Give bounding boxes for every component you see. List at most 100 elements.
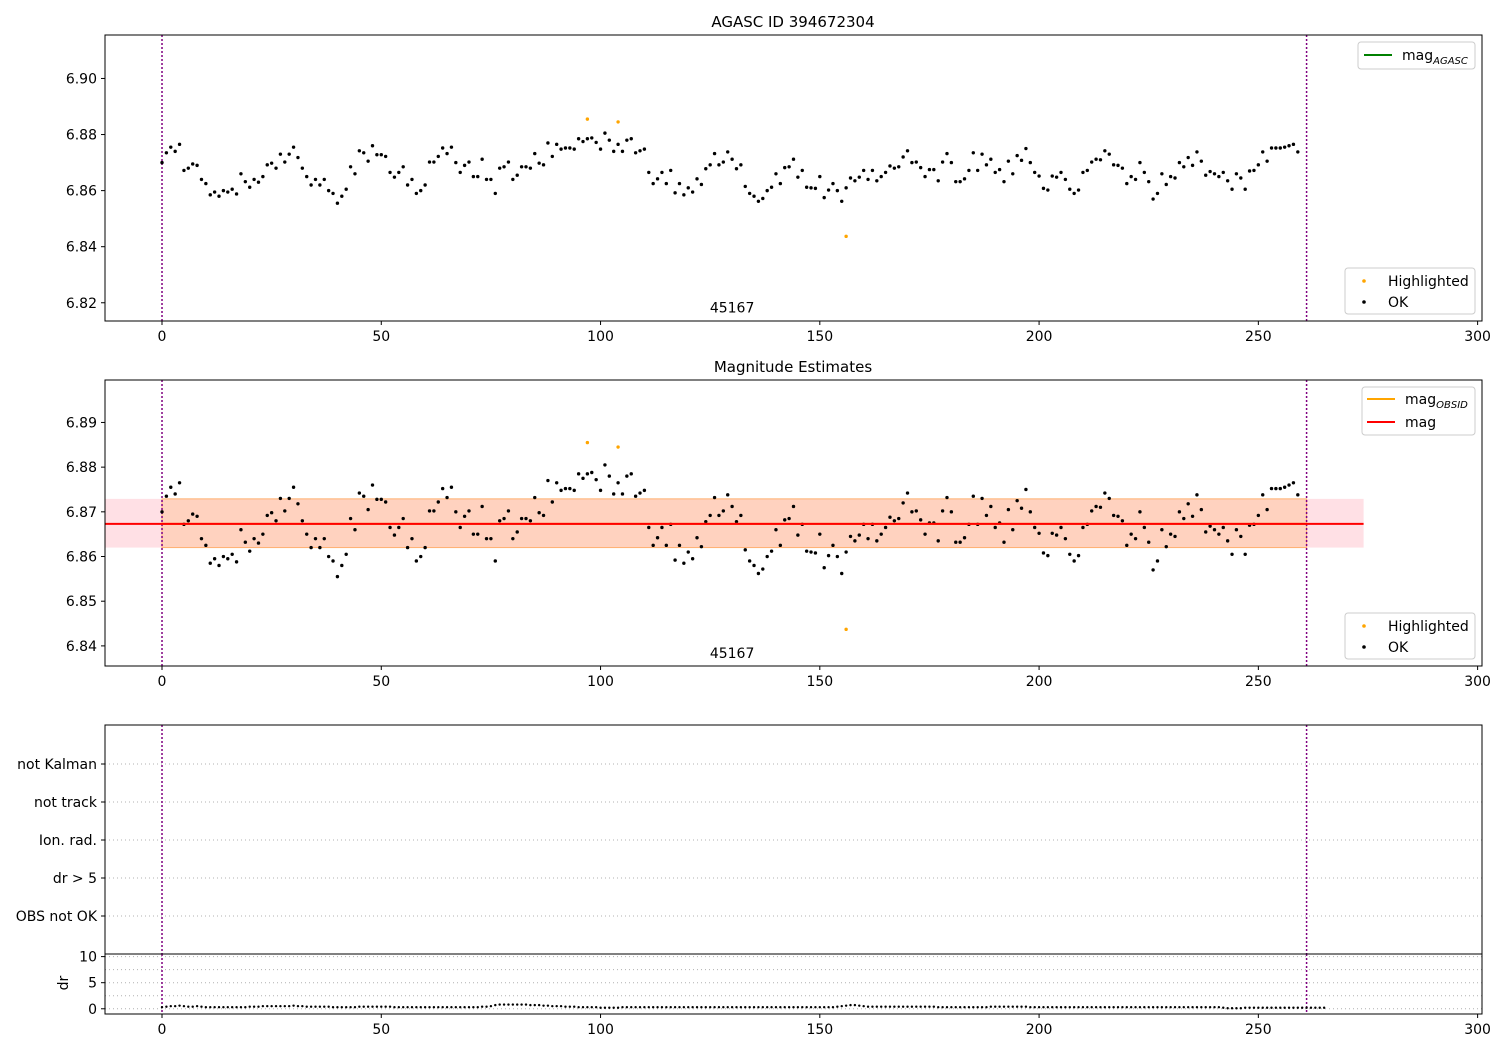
panel-1-ok-point [848,176,853,180]
dr-point [1200,1006,1203,1009]
panel-1-ok-point [980,152,984,156]
dr-point [296,1004,300,1008]
dr-point [327,1005,330,1008]
panel-2-ok-point [291,485,296,489]
dr-point [985,1006,988,1009]
dr-point [625,1006,629,1009]
dr-point [752,1006,756,1009]
dr-point [1217,1006,1221,1009]
panel-1-x-tick-label: 150 [806,329,833,345]
panel-2-ok-point [497,519,502,523]
panel-2-ok-point [633,494,638,498]
dr-point [1147,1006,1150,1009]
panel-2-ok-point [511,536,515,541]
panel-1-ok-point [954,179,958,184]
dr-point [393,1006,396,1009]
panel-2-ok-point [1054,533,1059,537]
panel-1-ok-point [734,167,739,171]
panel-4-x-tick-label: 50 [372,1022,390,1038]
dr-point [537,1003,541,1007]
dr-point [770,1006,773,1009]
dr-point [520,1003,523,1006]
panel-1-ok-point [1011,172,1015,176]
dr-point [415,1006,418,1009]
dr-point [402,1006,405,1009]
panel-1-ok-point [410,177,414,182]
panel-1-ok-point [1239,176,1243,180]
panel-2-ok-point [269,511,274,515]
panel-1-ok-point [1063,177,1068,182]
panel-2-ok-point [554,481,559,485]
panel-1-ok-point [1133,177,1138,182]
dr-point [1055,1006,1058,1009]
panel-1-ok-point [752,194,756,198]
panel-2-ok-point [581,476,585,481]
panel-2-ok-point [1133,536,1138,541]
dr-point [1287,1006,1291,1009]
panel-2-ok-point [410,536,414,541]
panel-2-ok-point [620,492,625,496]
panel-1-ok-point [655,177,660,181]
panel-1-ok-point [1265,159,1269,163]
panel-2-ok-point [212,557,217,561]
panel-2-ok-point [1230,552,1234,556]
dr-point [551,1004,554,1008]
panel-2-ok-point [958,540,962,544]
panel-2-ok-point [572,488,576,493]
dr-point [1143,1006,1146,1009]
panel-1-ok-point [690,190,695,194]
panel-1-ok-point [524,165,528,169]
panel-2-ok-point [778,543,783,548]
panel-2-ok-point [954,540,958,544]
panel-1-highlighted-point [616,120,620,124]
dr-point [849,1003,852,1007]
dr-point [323,1005,326,1008]
panel-2-ok-point [844,550,848,554]
panel-2-ok-point [274,519,278,523]
dr-point [998,1005,1001,1008]
panel-2-ok-point [436,500,440,504]
panel-2-y-tick-label: 6.85 [66,594,97,610]
dr-point [1165,1006,1168,1009]
panel-1-ok-point [818,174,822,179]
panel-2-ok-point [796,533,800,537]
dr-point [274,1004,278,1008]
panel-1-ok-point [362,151,366,155]
panel-1-ok-point [870,168,875,173]
dr-point [428,1006,431,1009]
panel-2-y-tick-label: 6.86 [66,550,97,566]
panel-1-ok-point [704,167,708,171]
dr-point [546,1004,550,1007]
panel-2-ok-point [664,543,669,548]
panel-4-x-tick-label: 100 [587,1022,614,1038]
panel-1-ok-point [1221,170,1225,175]
panel-2-ok-point [1168,532,1173,536]
dr-point [858,1004,861,1007]
dr-point [287,1004,291,1008]
dr-point [178,1004,181,1007]
panel-2-ok-point [344,552,348,556]
panel-1-ok-point [1164,182,1168,187]
dr-point [349,1006,352,1009]
panel-1-ok-point [1177,160,1182,165]
panel-1-ok-point [769,185,774,189]
dr-point [836,1005,839,1008]
dr-point [524,1003,528,1006]
panel-1-ok-point [1015,153,1019,158]
dr-point [651,1006,655,1009]
panel-1-ok-point [484,177,489,182]
panel-1-ok-point [831,181,835,186]
dr-point [1002,1005,1006,1008]
panel-2-x-tick-label: 300 [1464,674,1491,690]
panel-2-ok-point [234,560,239,564]
panel-1-ok-point [234,192,239,196]
panel-1-ok-point [1024,146,1028,151]
panel-1-ok-point [813,186,818,191]
panel-2-ok-point [524,516,528,521]
panel-1-ok-point [1160,172,1164,176]
panel-1-ok-point [1098,158,1103,162]
dr-point [169,1004,172,1008]
panel-2-ok-point [1142,525,1147,530]
dr-point [1072,1006,1076,1009]
panel-1-ok-point [449,145,454,149]
